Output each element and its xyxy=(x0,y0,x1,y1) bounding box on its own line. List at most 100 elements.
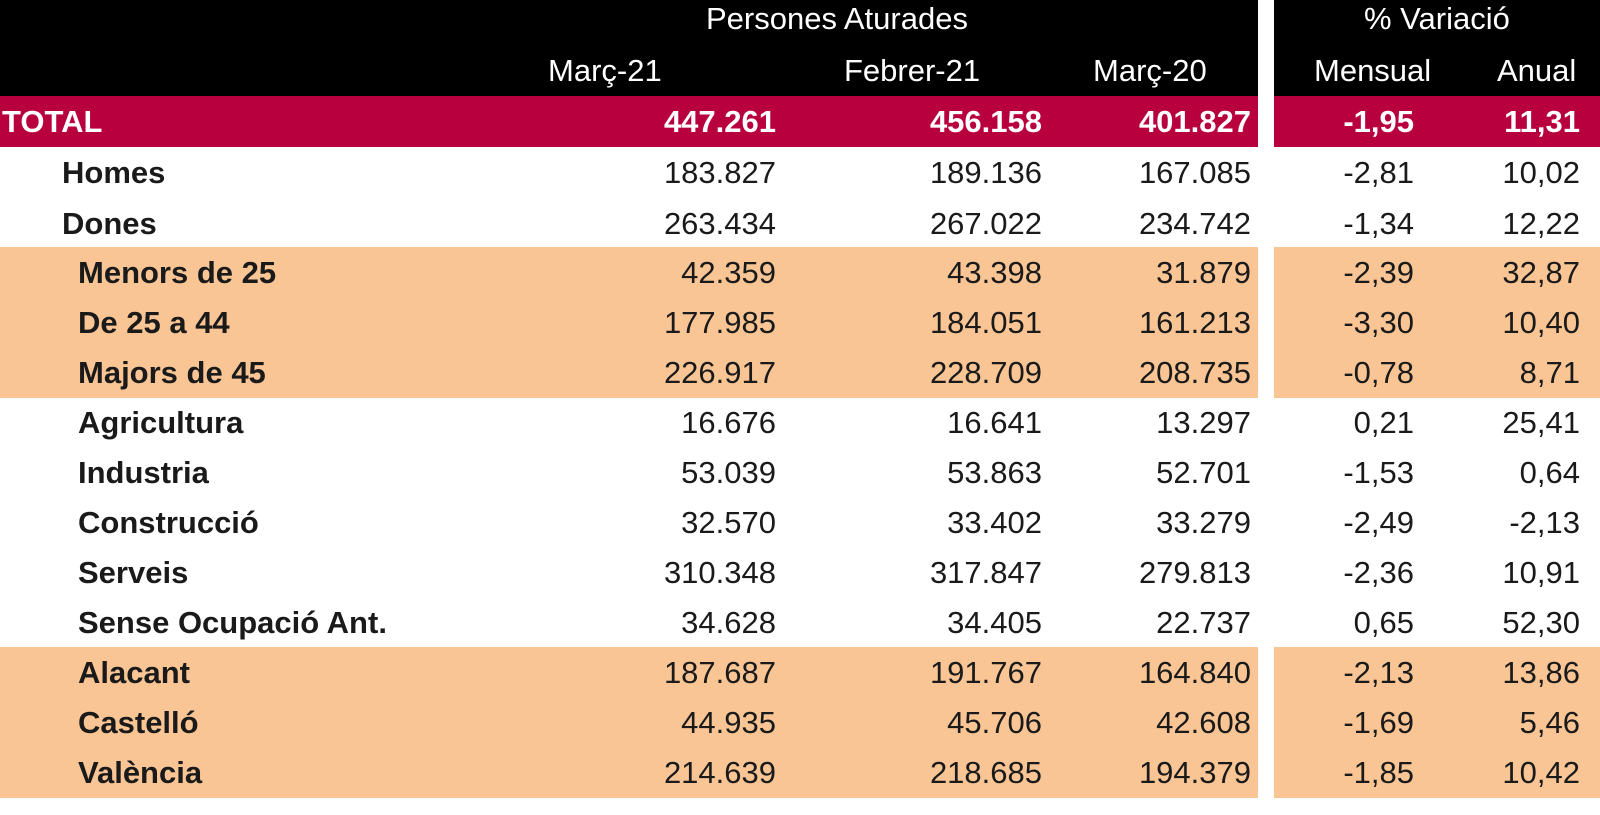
value-marc-21: 263.434 xyxy=(663,206,776,241)
value-anual: 32,87 xyxy=(1502,255,1580,290)
value-anual: 11,31 xyxy=(1504,104,1580,139)
value-marc-20: 164.840 xyxy=(1138,655,1251,690)
value-anual: 25,41 xyxy=(1502,405,1580,440)
row-label: Majors de 45 xyxy=(78,355,266,390)
value-mensual: 0,21 xyxy=(1353,405,1414,440)
table-row-total: TOTAL 447.261 456.158 401.827 -1,95 11,3… xyxy=(0,96,1600,147)
value-febrer-21: 34.405 xyxy=(947,605,1042,640)
row-label: Industria xyxy=(78,455,209,490)
value-marc-20: 52.701 xyxy=(1156,455,1251,490)
value-marc-20: 161.213 xyxy=(1138,305,1251,340)
value-marc-21: 16.676 xyxy=(681,405,776,440)
value-anual: 52,30 xyxy=(1502,605,1580,640)
column-header-febrer-21: Febrer-21 xyxy=(844,53,981,88)
row-label: Castelló xyxy=(78,705,199,740)
value-marc-20: 234.742 xyxy=(1138,206,1251,241)
column-header-anual: Anual xyxy=(1497,53,1577,88)
table-row: Dones 263.434 267.022 234.742 -1,34 12,2… xyxy=(0,198,1600,249)
value-mensual: -2,36 xyxy=(1343,555,1414,590)
value-febrer-21: 317.847 xyxy=(929,555,1042,590)
value-marc-20: 167.085 xyxy=(1138,155,1251,190)
row-label: Construcció xyxy=(78,505,259,540)
value-anual: 0,64 xyxy=(1519,455,1580,490)
header-band-right xyxy=(1274,0,1600,97)
table-row: Majors de 45 226.917 228.709 208.735 -0,… xyxy=(0,347,1600,398)
value-anual: 12,22 xyxy=(1502,206,1580,241)
value-mensual: -2,49 xyxy=(1343,505,1414,540)
value-marc-21: 183.827 xyxy=(663,155,776,190)
value-mensual: -0,78 xyxy=(1343,355,1414,390)
value-mensual: -3,30 xyxy=(1343,305,1414,340)
value-febrer-21: 33.402 xyxy=(947,505,1042,540)
value-mensual: -1,69 xyxy=(1343,705,1414,740)
value-febrer-21: 53.863 xyxy=(947,455,1042,490)
value-marc-20: 401.827 xyxy=(1138,104,1251,139)
value-marc-21: 42.359 xyxy=(681,255,776,290)
row-label: Serveis xyxy=(78,555,189,590)
value-febrer-21: 191.767 xyxy=(929,655,1042,690)
row-label: Menors de 25 xyxy=(78,255,277,290)
value-anual: 5,46 xyxy=(1519,705,1580,740)
row-label: Alacant xyxy=(78,655,190,690)
value-marc-20: 22.737 xyxy=(1156,605,1251,640)
value-marc-21: 214.639 xyxy=(663,755,776,790)
row-label: Dones xyxy=(62,206,157,241)
table-row: Agricultura 16.676 16.641 13.297 0,21 25… xyxy=(0,397,1600,448)
table-row: Homes 183.827 189.136 167.085 -2,81 10,0… xyxy=(0,147,1600,198)
value-marc-20: 42.608 xyxy=(1156,705,1251,740)
value-anual: 10,42 xyxy=(1502,755,1580,790)
row-label: Sense Ocupació Ant. xyxy=(78,605,387,640)
table-row: Construcció 32.570 33.402 33.279 -2,49 -… xyxy=(0,497,1600,548)
value-marc-20: 194.379 xyxy=(1138,755,1251,790)
value-mensual: 0,65 xyxy=(1353,605,1414,640)
row-label: Agricultura xyxy=(78,405,244,440)
value-febrer-21: 189.136 xyxy=(929,155,1042,190)
value-febrer-21: 43.398 xyxy=(947,255,1042,290)
value-marc-20: 279.813 xyxy=(1138,555,1251,590)
column-header-marc-21: Març-21 xyxy=(548,53,662,88)
value-marc-21: 447.261 xyxy=(663,104,776,139)
value-febrer-21: 267.022 xyxy=(929,206,1042,241)
value-anual: -2,13 xyxy=(1509,505,1580,540)
value-mensual: -2,81 xyxy=(1343,155,1414,190)
header-band-left xyxy=(0,0,1258,97)
value-mensual: -1,85 xyxy=(1343,755,1414,790)
table-row: Sense Ocupació Ant. 34.628 34.405 22.737… xyxy=(0,597,1600,648)
value-marc-20: 208.735 xyxy=(1138,355,1251,390)
value-anual: 10,02 xyxy=(1502,155,1580,190)
header-group-variacio: % Variació xyxy=(1364,1,1510,36)
value-mensual: -2,13 xyxy=(1343,655,1414,690)
value-febrer-21: 456.158 xyxy=(929,104,1042,139)
table-row: Menors de 25 42.359 43.398 31.879 -2,39 … xyxy=(0,247,1600,298)
value-anual: 10,91 xyxy=(1502,555,1580,590)
value-marc-21: 32.570 xyxy=(681,505,776,540)
column-header-mensual: Mensual xyxy=(1314,53,1432,88)
table-row: De 25 a 44 177.985 184.051 161.213 -3,30… xyxy=(0,297,1600,348)
row-label: TOTAL xyxy=(2,104,103,139)
value-anual: 8,71 xyxy=(1519,355,1580,390)
value-febrer-21: 16.641 xyxy=(947,405,1042,440)
table-row: Serveis 310.348 317.847 279.813 -2,36 10… xyxy=(0,547,1600,598)
value-marc-20: 31.879 xyxy=(1156,255,1251,290)
value-febrer-21: 45.706 xyxy=(947,705,1042,740)
table-row: Industria 53.039 53.863 52.701 -1,53 0,6… xyxy=(0,447,1600,498)
row-label: De 25 a 44 xyxy=(78,305,230,340)
value-febrer-21: 184.051 xyxy=(929,305,1042,340)
value-marc-20: 13.297 xyxy=(1156,405,1251,440)
value-marc-21: 44.935 xyxy=(681,705,776,740)
column-header-marc-20: Març-20 xyxy=(1093,53,1207,88)
table-row: Castelló 44.935 45.706 42.608 -1,69 5,46 xyxy=(0,697,1600,748)
value-anual: 13,86 xyxy=(1502,655,1580,690)
value-febrer-21: 218.685 xyxy=(929,755,1042,790)
value-mensual: -2,39 xyxy=(1343,255,1414,290)
value-marc-21: 53.039 xyxy=(681,455,776,490)
value-marc-21: 310.348 xyxy=(663,555,776,590)
value-marc-21: 187.687 xyxy=(663,655,776,690)
value-mensual: -1,95 xyxy=(1343,104,1414,139)
row-label: València xyxy=(78,755,203,790)
value-marc-21: 226.917 xyxy=(663,355,776,390)
table-row: València 214.639 218.685 194.379 -1,85 1… xyxy=(0,747,1600,798)
value-marc-20: 33.279 xyxy=(1156,505,1251,540)
value-febrer-21: 228.709 xyxy=(929,355,1042,390)
